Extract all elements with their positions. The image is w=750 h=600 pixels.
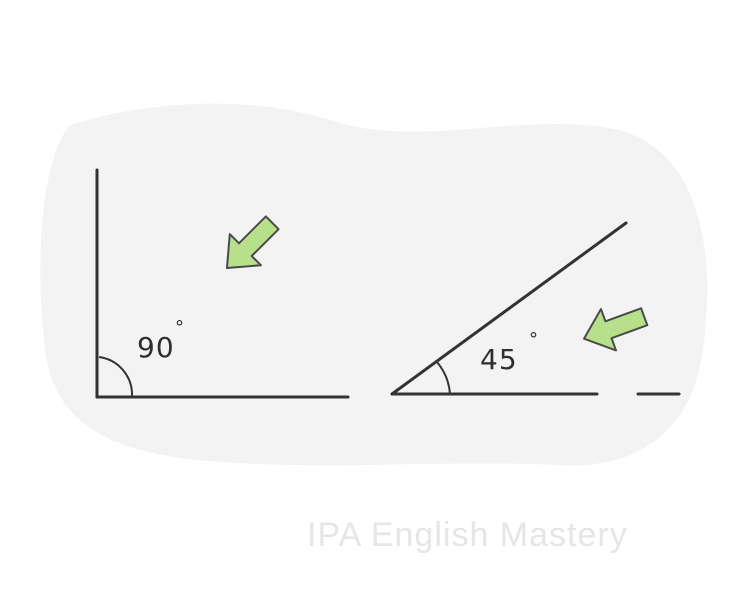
right-angle-label: 90 [137, 331, 175, 364]
acute-angle-arc [436, 361, 451, 395]
arrow-pointer-icon [225, 215, 280, 270]
right-angle-arc [98, 356, 134, 397]
acute-angle-label: 45 [480, 343, 518, 376]
watermark: IPA English Mastery [307, 516, 628, 554]
acute-angle-degree-symbol: ° [529, 329, 538, 350]
acute-angle-figure: 45 ° [390, 221, 681, 396]
right-angle-degree-symbol: ° [175, 317, 184, 338]
right-angle-figure: 90 ° [95, 168, 350, 399]
background-blob [40, 103, 708, 466]
acute-angle-slanted-line [390, 221, 628, 396]
arrow-pointer-icon [583, 307, 649, 352]
